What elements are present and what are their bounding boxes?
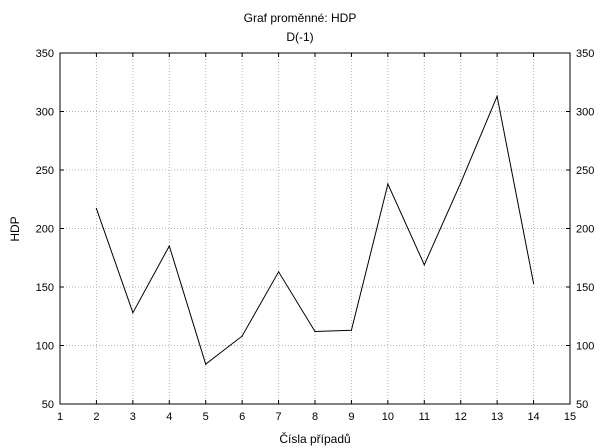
x-tick-label: 12 (455, 411, 467, 423)
y-tick-label-right: 200 (576, 224, 594, 236)
data-point (423, 264, 425, 266)
chart-title: Graf proměnné: HDP (244, 11, 357, 25)
y-tick-label-right: 150 (576, 282, 594, 294)
x-tick-label: 2 (93, 411, 99, 423)
y-tick-label-left: 50 (42, 399, 54, 411)
x-tick-label: 15 (564, 411, 576, 423)
data-point (241, 335, 243, 337)
x-tick-label: 11 (419, 411, 430, 423)
data-point (496, 95, 498, 97)
y-tick-label-left: 250 (36, 165, 54, 177)
x-tick-label: 4 (166, 411, 172, 423)
data-point (132, 312, 134, 314)
series-layer (95, 94, 535, 366)
y-tick-label-left: 100 (36, 341, 54, 353)
y-tick-label-right: 250 (576, 165, 594, 177)
y-tick-label-left: 300 (36, 107, 54, 119)
data-point (277, 271, 280, 273)
y-tick-label-left: 150 (36, 282, 54, 294)
x-tick-label: 1 (57, 411, 63, 423)
x-tick-label: 9 (348, 411, 354, 423)
data-point (532, 282, 535, 285)
y-tick-label-right: 300 (576, 107, 594, 119)
x-tick-label: 3 (130, 411, 136, 423)
y-tick-label-left: 350 (36, 48, 54, 60)
y-tick-label-right: 100 (576, 341, 594, 353)
grid (60, 53, 570, 404)
data-point (95, 208, 98, 210)
data-point (314, 330, 316, 333)
data-point (350, 329, 353, 331)
y-axis-label: HDP (8, 216, 22, 241)
data-point (460, 182, 462, 184)
x-tick-label: 6 (239, 411, 245, 423)
y-tick-label-right: 50 (576, 399, 588, 411)
data-point (387, 183, 389, 185)
y-tick-label-right: 350 (576, 48, 594, 60)
data-point (168, 245, 170, 247)
x-tick-label: 7 (276, 411, 282, 423)
x-axis-label: Čísla případů (279, 431, 350, 446)
x-tick-label: 14 (527, 411, 539, 423)
x-tick-label: 8 (312, 411, 318, 423)
chart-subtitle: D(-1) (286, 30, 313, 44)
x-tick-label: 13 (491, 411, 503, 423)
data-point (205, 363, 207, 365)
x-tick-label: 10 (382, 411, 394, 423)
y-tick-label-left: 200 (36, 224, 54, 236)
x-tick-label: 5 (203, 411, 209, 423)
